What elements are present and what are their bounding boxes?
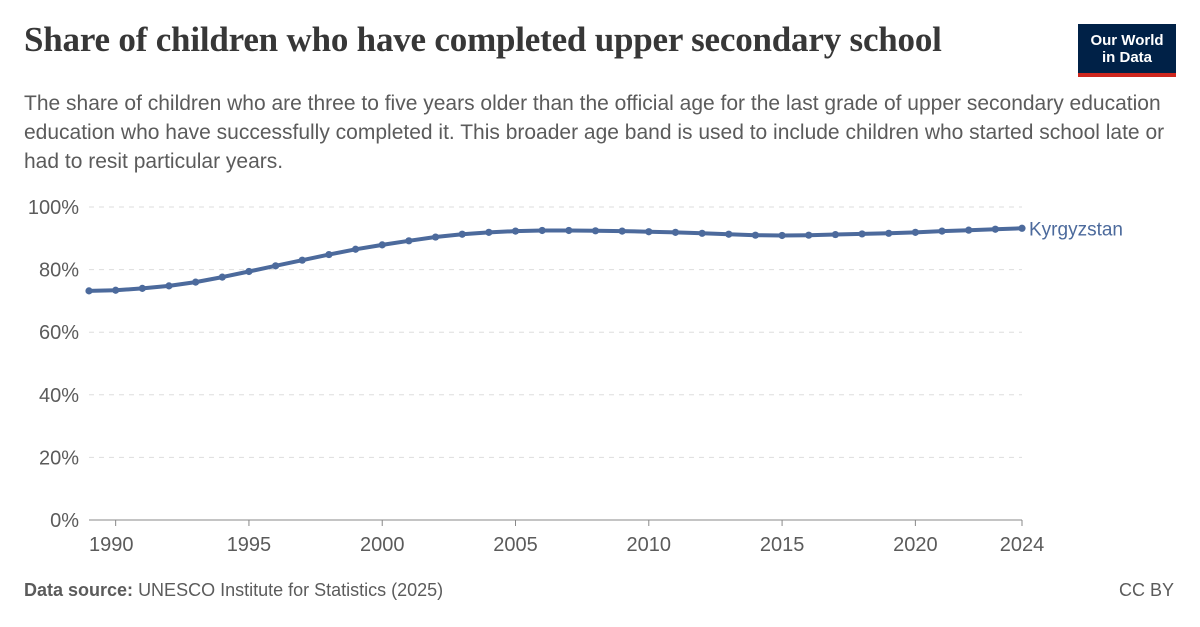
data-point bbox=[805, 231, 813, 239]
series-line-kyrgyzstan bbox=[87, 226, 1024, 293]
data-point bbox=[725, 230, 733, 238]
logo-line-2: in Data bbox=[1101, 48, 1152, 66]
data-point bbox=[858, 230, 866, 238]
data-point bbox=[751, 231, 760, 239]
data-point bbox=[885, 229, 893, 237]
data-point bbox=[378, 241, 386, 249]
x-tick-label: 2005 bbox=[493, 534, 538, 556]
y-tick-label: 0% bbox=[50, 510, 79, 532]
x-tick-label: 2010 bbox=[627, 534, 672, 556]
data-source-label: Data source: bbox=[24, 580, 134, 600]
chart-subtitle: The share of children who are three to f… bbox=[24, 92, 1165, 173]
data-point bbox=[165, 282, 173, 290]
data-point bbox=[511, 227, 520, 235]
data-point bbox=[298, 256, 306, 264]
data-point bbox=[618, 227, 626, 235]
data-source: Data source: UNESCO Institute for Statis… bbox=[24, 580, 443, 601]
data-point bbox=[991, 225, 999, 233]
data-point bbox=[431, 233, 440, 241]
x-tick-label: 1995 bbox=[227, 534, 272, 556]
y-tick-label: 100% bbox=[28, 197, 79, 219]
x-tick-label: 2015 bbox=[760, 534, 805, 556]
data-point bbox=[1018, 224, 1026, 232]
data-source-text: UNESCO Institute for Statistics (2025) bbox=[138, 580, 444, 600]
data-point bbox=[911, 228, 919, 236]
data-point bbox=[538, 226, 546, 235]
data-point bbox=[778, 231, 786, 240]
data-point bbox=[405, 237, 413, 245]
data-point bbox=[698, 229, 706, 237]
series-label-kyrgyzstan: Kyrgyzstan bbox=[1029, 219, 1123, 240]
x-tick-label: 2024 bbox=[1000, 534, 1045, 556]
data-point bbox=[565, 226, 573, 235]
data-point bbox=[458, 230, 466, 238]
x-tick-label: 2020 bbox=[893, 534, 938, 556]
line-chart: 0% 20% 40% 60% 80% 100% 1990 1995 2000 2005 2010 20… bbox=[28, 197, 1123, 556]
y-tick-label: 60% bbox=[39, 322, 79, 344]
license-link[interactable]: CC BY bbox=[1118, 580, 1174, 600]
data-point bbox=[325, 250, 333, 259]
y-tick-label: 40% bbox=[39, 385, 79, 407]
logo-line-1: Our World bbox=[1090, 31, 1164, 49]
data-point bbox=[645, 228, 653, 236]
data-point bbox=[112, 286, 120, 294]
data-point bbox=[485, 228, 493, 236]
chart-title: Share of children who have completed upp… bbox=[24, 20, 942, 59]
y-tick-label: 80% bbox=[39, 260, 79, 282]
owid-logo[interactable]: Our World in Data bbox=[1078, 24, 1176, 77]
data-point bbox=[218, 273, 226, 281]
data-point bbox=[351, 245, 360, 253]
data-point bbox=[138, 284, 146, 292]
x-tick-label: 2000 bbox=[360, 534, 405, 556]
data-point bbox=[938, 227, 946, 235]
x-tick-label: 1990 bbox=[89, 534, 134, 556]
data-point bbox=[245, 267, 253, 276]
data-point bbox=[192, 278, 200, 286]
data-point bbox=[671, 228, 680, 236]
y-tick-label: 20% bbox=[39, 447, 79, 469]
data-point bbox=[85, 287, 93, 295]
data-point bbox=[965, 226, 973, 234]
data-point bbox=[272, 262, 280, 270]
data-point bbox=[591, 227, 600, 235]
data-point bbox=[831, 230, 840, 239]
